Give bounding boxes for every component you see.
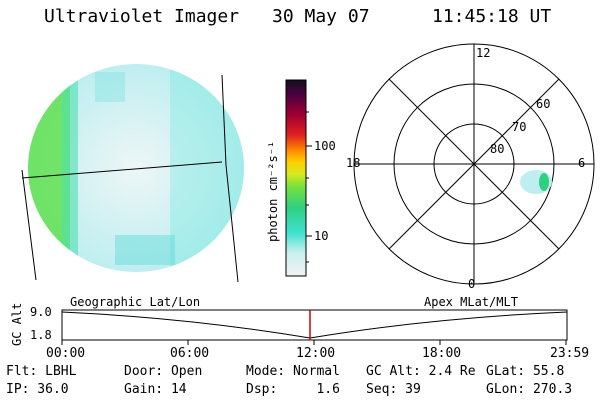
mlt-label-0: 0: [468, 277, 476, 291]
instrument-title: Ultraviolet Imager: [44, 6, 240, 27]
info-seq: Seq: 39: [366, 382, 421, 397]
lat-grid-line: [21, 161, 223, 179]
info-gc-alt: GC Alt: 2.4 Re: [366, 364, 476, 379]
info-glat: GLat: 55.8: [486, 364, 565, 379]
colorbar: [285, 79, 312, 277]
timeline-x-tick-0600: 06:00: [170, 346, 210, 361]
timeline-x-tick-2359: 23:59: [550, 346, 590, 361]
timeline-right-title: Apex MLat/MLT: [424, 295, 518, 309]
info-filter: Flt: LBHL: [6, 364, 77, 379]
timeline-y-tick-9: 9.0: [30, 305, 52, 319]
lat-label-80: 80: [490, 142, 505, 156]
info-mode: Mode: Normal: [246, 364, 340, 379]
lat-label-60: 60: [536, 97, 551, 111]
timeline-x-tick-0000: 00:00: [46, 346, 86, 361]
lon-grid-line-left: [21, 169, 37, 281]
timeline-plot: [61, 309, 568, 345]
info-dsp: Dsp: 1.6: [246, 382, 340, 397]
mlt-label-6: 6: [578, 156, 586, 170]
colorbar-tick-100: 100: [314, 139, 336, 153]
timeline-y-tick-1.8: 1.8: [30, 328, 52, 342]
info-door: Door: Open: [124, 364, 203, 379]
lat-label-70: 70: [512, 120, 527, 134]
colorbar-tick-10: 10: [314, 229, 329, 243]
info-glon: GLon: 270.3: [486, 382, 573, 397]
timeline-y-label: GC Alt: [10, 302, 24, 346]
lon-grid-line-right: [221, 74, 239, 283]
info-ip: IP: 36.0: [6, 382, 69, 397]
date-label: 30 May 07: [272, 6, 370, 27]
colorbar-unit-label: photon cm⁻²s⁻¹: [266, 140, 280, 242]
timeline-x-tick-1200: 12:00: [296, 346, 336, 361]
time-label: 11:45:18 UT: [432, 6, 552, 27]
timeline-x-tick-1800: 18:00: [422, 346, 462, 361]
timeline-left-title: Geographic Lat/Lon: [70, 295, 201, 309]
mlt-label-12: 12: [476, 46, 491, 60]
info-gain: Gain: 14: [124, 382, 187, 397]
uv-image-disk: [21, 64, 244, 283]
polar-plot: [353, 43, 595, 285]
mlt-label-18: 18: [346, 156, 361, 170]
